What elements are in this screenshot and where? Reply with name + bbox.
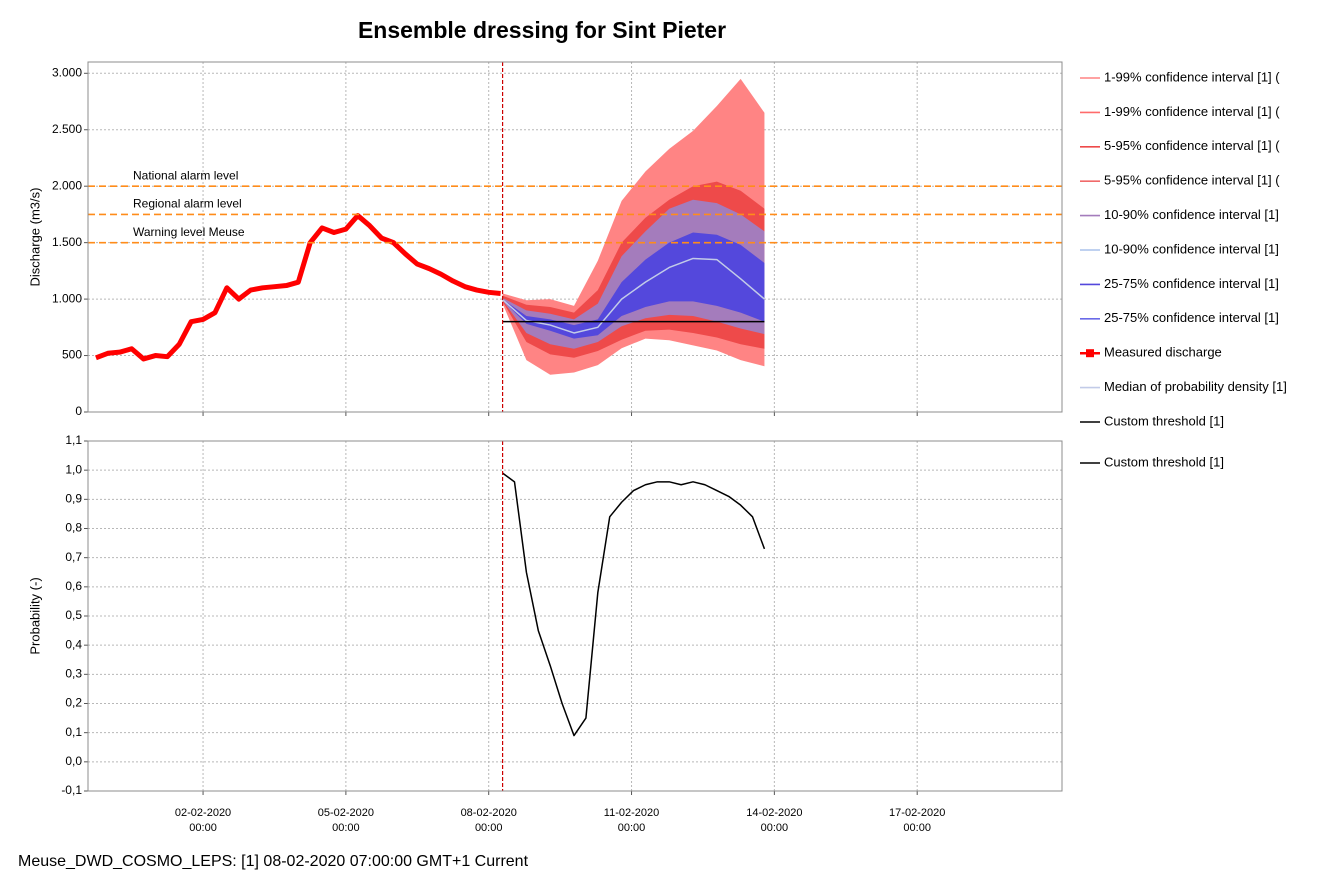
y-tick-label: 0 xyxy=(75,404,82,418)
series-line xyxy=(502,257,765,334)
legend-label: 25-75% confidence interval [1] xyxy=(1104,276,1279,291)
x-tick-label: 17-02-2020 00:00 xyxy=(889,807,945,834)
measured-line xyxy=(95,213,501,362)
y-tick-label: 1.000 xyxy=(52,291,82,305)
legend-label: Measured discharge xyxy=(1104,345,1222,360)
legend-label: 1-99% confidence interval [1] ( xyxy=(1104,69,1280,84)
series-line xyxy=(502,472,766,737)
legend-label: 5-95% confidence interval [1] ( xyxy=(1104,173,1280,188)
y-tick-label: 1,1 xyxy=(65,433,82,447)
plot-frame xyxy=(87,440,1063,792)
y-axis-label: Probability (-) xyxy=(27,577,42,654)
y-tick-label: 0,2 xyxy=(65,696,82,710)
legend-label: 10-90% confidence interval [1] xyxy=(1104,207,1279,222)
y-tick-label: 1.500 xyxy=(52,235,82,249)
x-tick-label: 14-02-2020 00:00 xyxy=(746,807,802,834)
x-tick-label: 11-02-2020 00:00 xyxy=(604,807,659,834)
status-bar: Meuse_DWD_COSMO_LEPS: [1] 08-02-2020 07:… xyxy=(18,853,529,870)
y-tick-label: 0,3 xyxy=(65,667,82,681)
legend-label: Custom threshold [1] xyxy=(1104,454,1224,469)
y-tick-label: 2.000 xyxy=(52,178,82,192)
legend-marker xyxy=(1086,349,1094,358)
y-tick-label: 0,0 xyxy=(65,754,82,768)
y-tick-label: 3.000 xyxy=(52,65,82,79)
y-tick-label: 0,1 xyxy=(65,725,82,739)
legend-label: 5-95% confidence interval [1] ( xyxy=(1104,138,1280,153)
y-tick-label: 1,0 xyxy=(65,462,82,476)
y-tick-label: 0,7 xyxy=(65,550,82,564)
legend-label: Median of probability density [1] xyxy=(1104,379,1287,394)
y-tick-label: -0,1 xyxy=(61,783,82,797)
x-tick-label: 02-02-2020 00:00 xyxy=(175,807,231,834)
y-tick-label: 500 xyxy=(62,348,82,362)
alarm-label: Regional alarm level xyxy=(133,197,242,211)
chart-title: Ensemble dressing for Sint Pieter xyxy=(358,17,726,43)
alarm-label: National alarm level xyxy=(133,168,238,182)
y-tick-label: 0,9 xyxy=(65,492,82,506)
y-tick-label: 2.500 xyxy=(52,122,82,136)
legend-label: Custom threshold [1] xyxy=(1104,413,1224,428)
y-tick-label: 0,6 xyxy=(65,579,82,593)
y-tick-label: 0,8 xyxy=(65,521,82,535)
x-tick-label: 05-02-2020 00:00 xyxy=(318,807,374,834)
legend-label: 25-75% confidence interval [1] xyxy=(1104,310,1279,325)
y-tick-label: 0,4 xyxy=(65,637,82,651)
legend-label: 10-90% confidence interval [1] xyxy=(1104,241,1279,256)
alarm-label: Warning level Meuse xyxy=(133,225,245,239)
plot-frame xyxy=(87,61,1063,413)
y-tick-label: 0,5 xyxy=(65,608,82,622)
y-axis-label: Discharge (m3/s) xyxy=(27,188,42,287)
legend-label: 1-99% confidence interval [1] ( xyxy=(1104,104,1280,119)
x-tick-label: 08-02-2020 00:00 xyxy=(461,807,517,834)
